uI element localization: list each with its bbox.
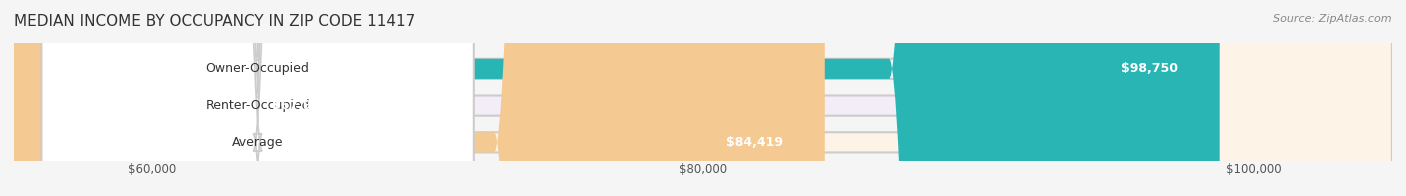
Text: $84,419: $84,419 [727, 136, 783, 149]
Text: $98,750: $98,750 [1122, 62, 1178, 75]
Text: Owner-Occupied: Owner-Occupied [205, 62, 309, 75]
FancyBboxPatch shape [42, 0, 474, 196]
FancyBboxPatch shape [14, 0, 1392, 196]
Text: MEDIAN INCOME BY OCCUPANCY IN ZIP CODE 11417: MEDIAN INCOME BY OCCUPANCY IN ZIP CODE 1… [14, 14, 415, 29]
Text: Renter-Occupied: Renter-Occupied [205, 99, 309, 112]
FancyBboxPatch shape [42, 0, 474, 196]
FancyBboxPatch shape [14, 0, 1392, 196]
FancyBboxPatch shape [14, 0, 825, 196]
FancyBboxPatch shape [14, 0, 371, 196]
FancyBboxPatch shape [14, 0, 1220, 196]
Text: Source: ZipAtlas.com: Source: ZipAtlas.com [1274, 14, 1392, 24]
FancyBboxPatch shape [14, 0, 1392, 196]
Text: Average: Average [232, 136, 284, 149]
FancyBboxPatch shape [42, 0, 474, 196]
Text: $67,945: $67,945 [273, 99, 329, 112]
